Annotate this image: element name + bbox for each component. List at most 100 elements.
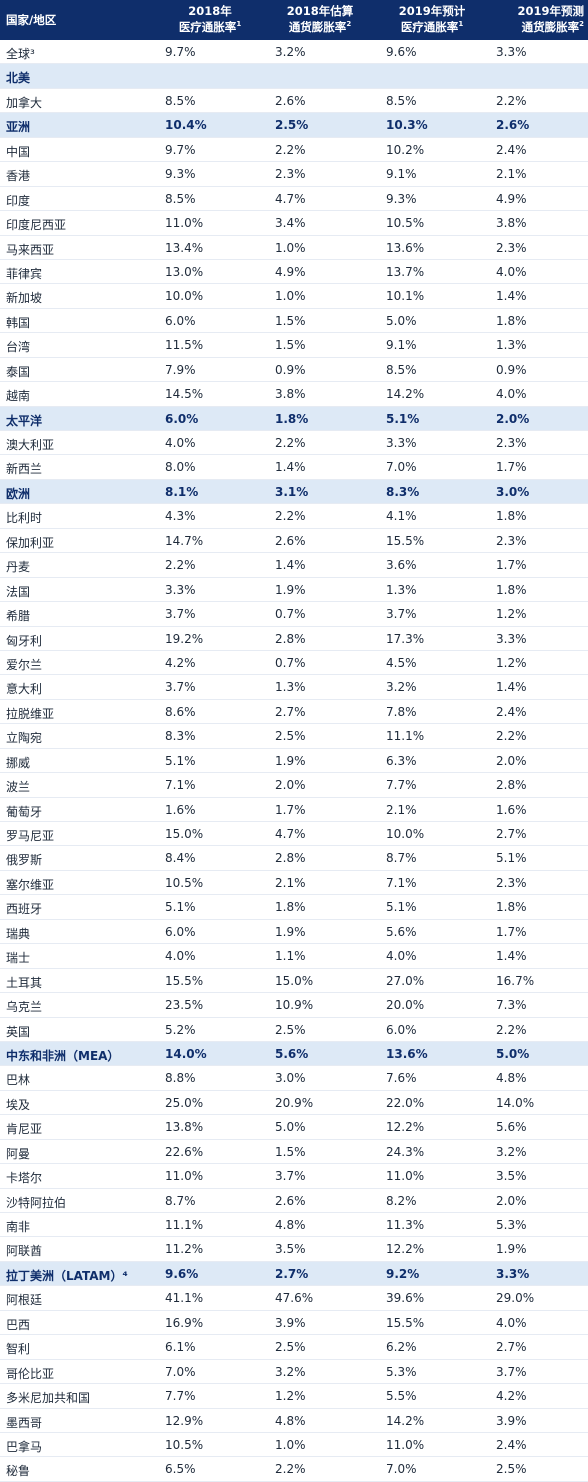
row-name: 香港 — [6, 169, 31, 184]
cell-2018-medical: 10.5% — [165, 1437, 204, 1452]
cell-2019-inflation: 2.3% — [496, 240, 527, 255]
row-name: 多米尼加共和国 — [6, 1391, 91, 1406]
cell-2019-medical: 13.6% — [386, 1046, 428, 1061]
table-body: 全球³ 9.7% 3.2% 9.6% 3.3% 北美 加拿大 8.5% 2.6% 8.5% 2.2%… — [0, 40, 588, 1482]
cell-2018-medical: 2.2% — [165, 558, 196, 573]
header-2019-forecast-inflation: 2019年预测 通货膨胀率2 — [517, 4, 584, 34]
cell-2018-inflation: 3.0% — [275, 1071, 306, 1086]
cell-2018-medical: 15.5% — [165, 973, 204, 988]
cell-2019-medical: 9.2% — [386, 1266, 420, 1281]
table-row: 香港 9.3% 2.3% 9.1% 2.1% — [0, 162, 588, 187]
cell-2019-medical: 5.3% — [386, 1364, 417, 1379]
cell-2018-medical: 8.5% — [165, 191, 196, 206]
table-row: 南非 11.1% 4.8% 11.3% 5.3% — [0, 1213, 588, 1238]
cell-2019-inflation: 3.3% — [496, 45, 527, 59]
cell-2019-inflation: 29.0% — [496, 1291, 535, 1306]
cell-2018-inflation: 2.5% — [275, 1022, 306, 1037]
row-name: 智利 — [6, 1342, 31, 1357]
cell-2019-inflation: 3.5% — [496, 1169, 527, 1184]
cell-2018-inflation: 5.0% — [275, 1120, 306, 1135]
cell-2019-medical: 5.0% — [386, 313, 417, 328]
table-row: 哥伦比亚 7.0% 3.2% 5.3% 3.7% — [0, 1360, 588, 1385]
cell-2019-medical: 15.5% — [386, 533, 425, 548]
cell-2018-medical: 6.1% — [165, 1340, 196, 1355]
cell-2019-medical: 10.3% — [386, 118, 428, 133]
cell-2019-medical: 7.7% — [386, 778, 417, 793]
cell-2019-medical: 11.1% — [386, 729, 425, 744]
table-row: 越南 14.5% 3.8% 14.2% 4.0% — [0, 382, 588, 407]
row-name: 沙特阿拉伯 — [6, 1195, 67, 1210]
cell-2019-inflation: 2.6% — [496, 118, 530, 133]
cell-2018-inflation: 1.9% — [275, 753, 306, 768]
cell-2019-medical: 6.0% — [386, 1022, 417, 1037]
table-row: 塞尔维亚 10.5% 2.1% 7.1% 2.3% — [0, 871, 588, 896]
table-row: 新西兰 8.0% 1.4% 7.0% 1.7% — [0, 455, 588, 480]
cell-2018-inflation: 1.3% — [275, 680, 306, 695]
row-name: 巴拿马 — [6, 1439, 43, 1454]
cell-2018-inflation: 1.8% — [275, 411, 309, 426]
row-name: 立陶宛 — [6, 731, 43, 746]
cell-2019-medical: 3.3% — [386, 436, 417, 450]
cell-2019-inflation: 2.4% — [496, 1437, 527, 1452]
cell-2019-inflation: 2.2% — [496, 93, 527, 108]
row-name: 阿根廷 — [6, 1293, 43, 1308]
row-name: 印度尼西亚 — [6, 218, 67, 233]
cell-2019-medical: 7.0% — [386, 460, 417, 475]
cell-2019-inflation: 1.6% — [496, 802, 527, 817]
cell-2019-medical: 7.6% — [386, 1071, 417, 1086]
row-name: 南非 — [6, 1220, 31, 1234]
cell-2019-inflation: 2.3% — [496, 875, 527, 890]
row-name: 拉脱维亚 — [6, 706, 55, 721]
cell-2018-medical: 22.6% — [165, 1144, 204, 1159]
row-name: 法国 — [6, 584, 31, 599]
cell-2018-medical: 3.7% — [165, 680, 196, 695]
cell-2019-inflation: 5.1% — [496, 851, 527, 866]
cell-2018-inflation: 47.6% — [275, 1291, 314, 1306]
cell-2018-medical: 13.4% — [165, 240, 204, 255]
cell-2019-inflation: 1.9% — [496, 1242, 527, 1257]
table-row: 阿联酋 11.2% 3.5% 12.2% 1.9% — [0, 1237, 588, 1262]
cell-2019-inflation: 2.4% — [496, 142, 527, 157]
cell-2018-inflation: 1.5% — [275, 313, 306, 328]
row-name: 埃及 — [6, 1097, 31, 1112]
row-name: 亚洲 — [6, 120, 31, 135]
cell-2019-inflation: 3.8% — [496, 216, 527, 231]
table-row: 菲律宾 13.0% 4.9% 13.7% 4.0% — [0, 260, 588, 285]
cell-2018-medical: 9.3% — [165, 167, 196, 182]
cell-2019-inflation: 5.6% — [496, 1120, 527, 1135]
cell-2019-inflation: 2.0% — [496, 411, 530, 426]
cell-2019-inflation: 2.3% — [496, 533, 527, 548]
cell-2018-medical: 9.7% — [165, 142, 196, 157]
cell-2018-medical: 7.0% — [165, 1364, 196, 1379]
header-2019-projected-medical-inflation: 2019年预计 医疗通胀率1 — [398, 4, 466, 34]
table-row: 波兰 7.1% 2.0% 7.7% 2.8% — [0, 773, 588, 798]
cell-2019-inflation: 2.0% — [496, 1193, 527, 1208]
row-name: 罗马尼亚 — [6, 829, 55, 843]
cell-2019-inflation: 2.4% — [496, 704, 527, 719]
cell-2018-medical: 10.0% — [165, 289, 204, 304]
cell-2019-inflation: 3.0% — [496, 484, 530, 499]
table-row: 加拿大 8.5% 2.6% 8.5% 2.2% — [0, 89, 588, 114]
table-row: 秘鲁 6.5% 2.2% 7.0% 2.5% — [0, 1457, 588, 1482]
cell-2019-medical: 27.0% — [386, 973, 425, 988]
cell-2019-inflation: 3.9% — [496, 1413, 527, 1428]
table-row: 澳大利亚 4.0% 2.2% 3.3% 2.3% — [0, 431, 588, 456]
cell-2019-inflation: 1.7% — [496, 924, 527, 939]
cell-2019-medical: 3.6% — [386, 558, 417, 573]
cell-2019-medical: 17.3% — [386, 631, 425, 646]
row-name: 中国 — [6, 144, 31, 159]
cell-2019-medical: 10.1% — [386, 289, 425, 304]
cell-2018-medical: 14.0% — [165, 1046, 207, 1061]
row-name: 阿曼 — [6, 1146, 31, 1161]
cell-2018-medical: 4.2% — [165, 655, 196, 670]
table-row: 韩国 6.0% 1.5% 5.0% 1.8% — [0, 309, 588, 334]
table-row: 埃及 25.0% 20.9% 22.0% 14.0% — [0, 1091, 588, 1116]
cell-2018-inflation: 5.6% — [275, 1046, 309, 1061]
cell-2018-medical: 11.1% — [165, 1218, 204, 1232]
table-row: 多米尼加共和国 7.7% 1.2% 5.5% 4.2% — [0, 1384, 588, 1409]
cell-2018-medical: 13.0% — [165, 264, 204, 279]
cell-2019-inflation: 7.3% — [496, 998, 527, 1013]
cell-2019-medical: 12.2% — [386, 1242, 425, 1257]
cell-2018-medical: 6.5% — [165, 1462, 196, 1477]
row-name: 秘鲁 — [6, 1464, 31, 1479]
